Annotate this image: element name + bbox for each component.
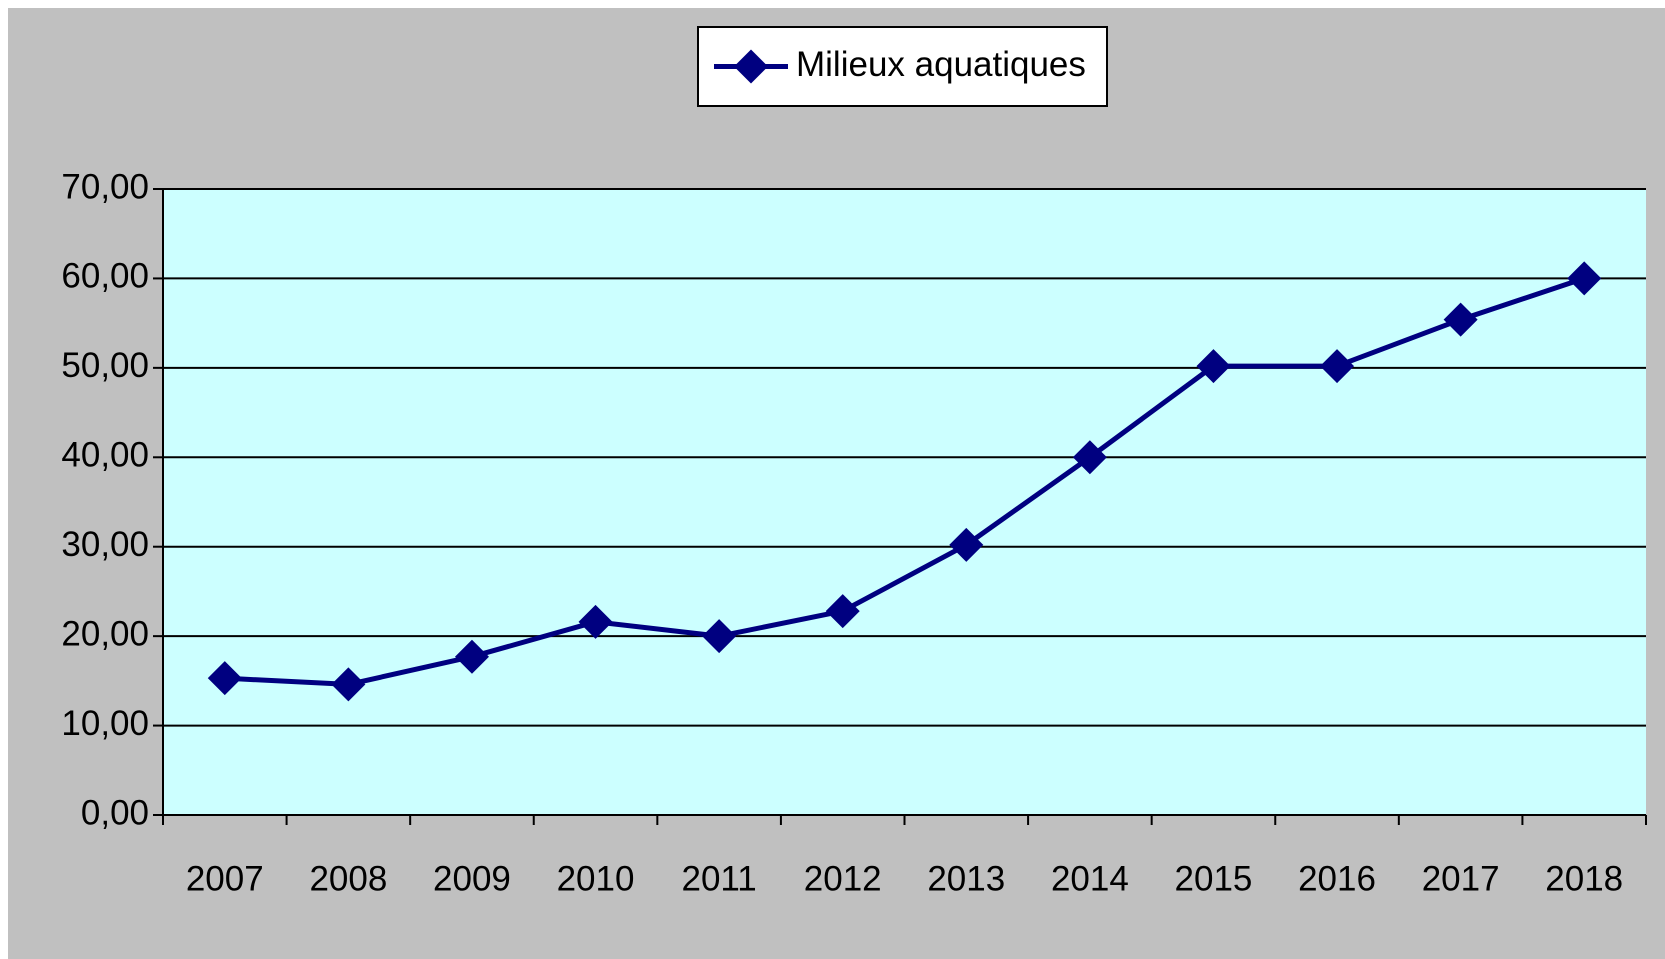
x-tick-label: 2012 (804, 859, 882, 898)
y-tick-label: 10,00 (61, 704, 149, 743)
data-point (825, 594, 860, 629)
x-tick-label: 2016 (1298, 859, 1376, 898)
data-point (702, 619, 737, 654)
x-tick-label: 2010 (557, 859, 635, 898)
x-tick-label: 2015 (1175, 859, 1253, 898)
series-line (224, 276, 1585, 687)
x-tick-label: 2017 (1422, 859, 1500, 898)
plot-area (163, 189, 1646, 815)
y-tick-label: 30,00 (61, 525, 149, 564)
data-point (1443, 302, 1478, 337)
data-point (454, 639, 489, 674)
data-point (1072, 440, 1107, 475)
x-tick-label: 2014 (1051, 859, 1129, 898)
data-point (1196, 349, 1231, 384)
legend-label: Milieux aquatiques (796, 45, 1086, 84)
data-point (949, 527, 984, 562)
data-point (331, 667, 366, 702)
data-point (1567, 261, 1602, 296)
y-tick-label: 0,00 (81, 793, 149, 832)
x-tick-label: 2008 (309, 859, 387, 898)
data-point (1320, 349, 1355, 384)
legend-marker (734, 49, 768, 84)
x-tick-label: 2013 (927, 859, 1005, 898)
y-tick-label: 20,00 (61, 614, 149, 653)
data-point (578, 604, 613, 639)
y-tick-label: 70,00 (61, 167, 149, 206)
x-tick-label: 2011 (681, 859, 756, 898)
data-point (207, 661, 242, 696)
x-tick-label: 2007 (186, 859, 264, 898)
x-tick-label: 2009 (433, 859, 511, 898)
y-tick-label: 60,00 (61, 257, 149, 296)
x-tick-label: 2018 (1545, 859, 1623, 898)
y-tick-label: 50,00 (61, 346, 149, 385)
y-tick-label: 40,00 (61, 436, 149, 475)
